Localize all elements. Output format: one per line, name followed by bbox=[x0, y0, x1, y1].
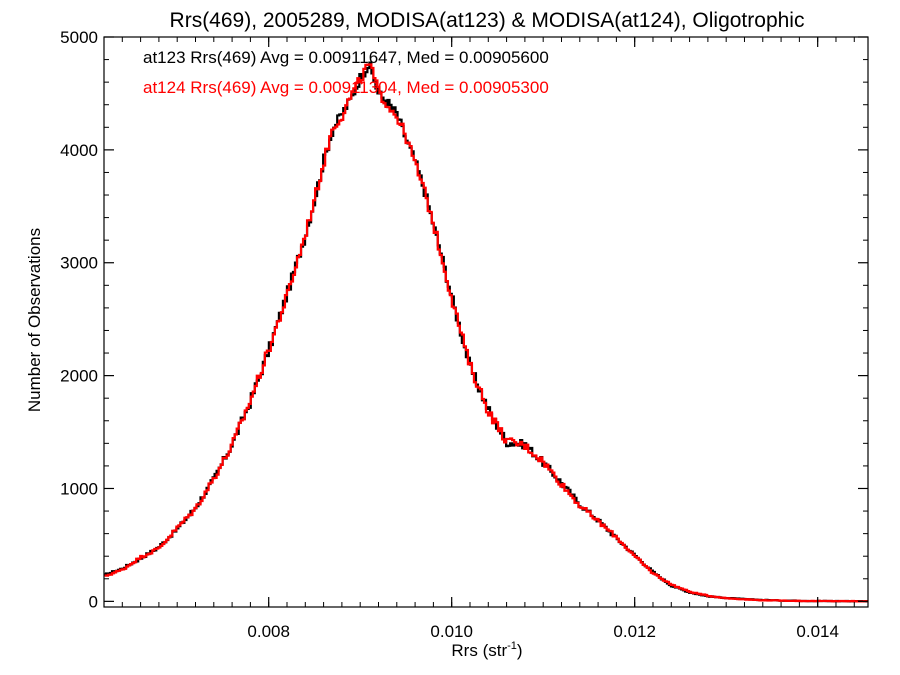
y-tick-label: 5000 bbox=[60, 28, 98, 47]
legend-entry-at123: at123 Rrs(469) Avg = 0.00911647, Med = 0… bbox=[143, 48, 549, 67]
series-layer bbox=[104, 61, 868, 603]
legend-entry-at124: at124 Rrs(469) Avg = 0.00911304, Med = 0… bbox=[143, 78, 549, 97]
y-tick-label: 1000 bbox=[60, 479, 98, 498]
x-tick-label: 0.008 bbox=[247, 622, 290, 641]
x-axis-label-end: ) bbox=[517, 641, 523, 660]
y-axis-label: Number of Observations bbox=[25, 228, 44, 412]
plot-frame bbox=[103, 36, 869, 608]
y-tick-label: 4000 bbox=[60, 141, 98, 160]
chart-title: Rrs(469), 2005289, MODISA(at123) & MODIS… bbox=[170, 9, 805, 32]
y-tick-label: 2000 bbox=[60, 367, 98, 386]
axes-layer: 0.008 0.010 0.012 0.014 0 1000 2000 3000 4000 500… bbox=[60, 28, 868, 641]
y-tick-label: 0 bbox=[89, 592, 98, 611]
x-axis-label: Rrs (str-1) bbox=[451, 640, 522, 660]
x-tick-label: 0.010 bbox=[430, 622, 473, 641]
y-tick-label: 3000 bbox=[60, 254, 98, 273]
x-axis-label-superscript: -1 bbox=[507, 640, 517, 652]
series-line-at124 bbox=[104, 63, 868, 603]
x-tick-label: 0.012 bbox=[613, 622, 656, 641]
x-axis-label-main: Rrs (str bbox=[451, 641, 507, 660]
x-tick-label: 0.014 bbox=[796, 622, 839, 641]
